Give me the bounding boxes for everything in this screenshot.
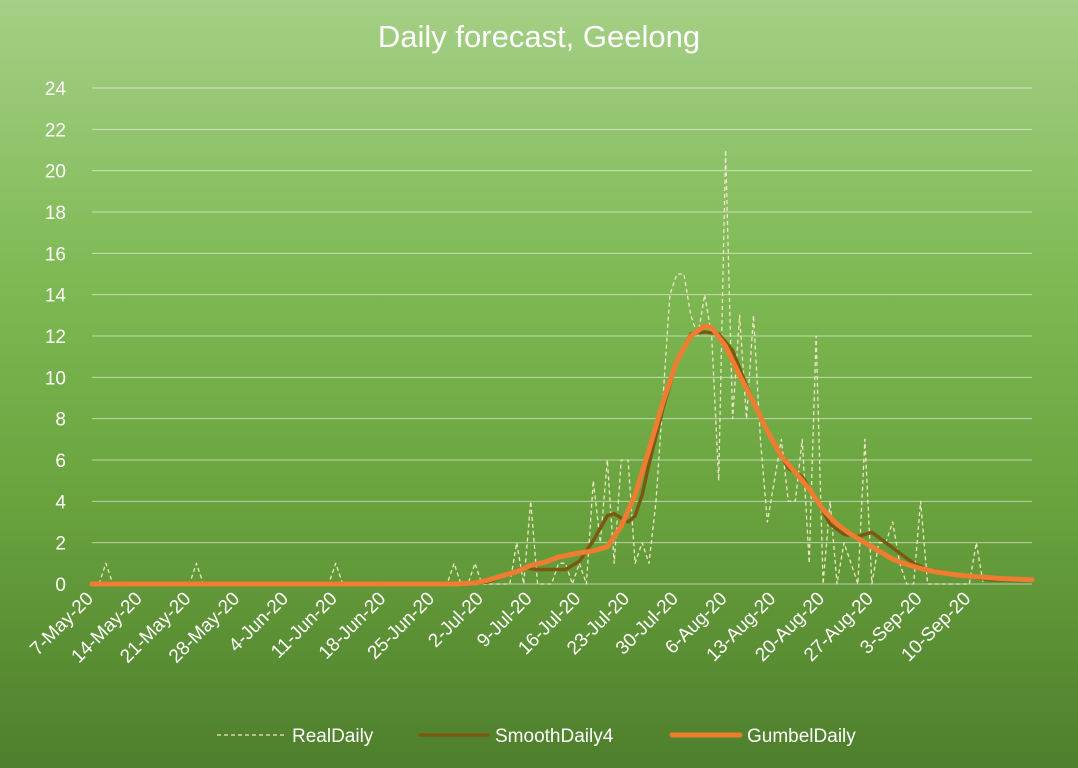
x-axis-ticks: 7-May-2014-May-2021-May-2028-May-204-Jun… — [26, 588, 975, 667]
series-line-3 — [89, 323, 1035, 587]
legend-label-3: GumbelDaily — [747, 726, 856, 747]
y-tick-label: 2 — [55, 534, 66, 555]
y-tick-label: 12 — [45, 327, 66, 348]
y-tick-label: 4 — [55, 492, 66, 513]
chart-title: Daily forecast, Geelong — [378, 19, 700, 54]
y-tick-label: 18 — [45, 203, 66, 224]
plot-area — [89, 149, 1035, 587]
legend-label-2: SmoothDaily4 — [495, 726, 614, 747]
y-tick-label: 14 — [45, 286, 67, 307]
y-tick-label: 6 — [55, 451, 66, 472]
y-tick-label: 16 — [45, 244, 66, 265]
legend-label-1: RealDaily — [292, 726, 374, 747]
series-line-2 — [90, 330, 1034, 586]
legend: RealDaily SmoothDaily4 GumbelDaily — [217, 726, 856, 747]
y-tick-label: 24 — [45, 79, 67, 100]
y-tick-label: 22 — [45, 120, 66, 141]
y-tick-label: 8 — [55, 410, 66, 431]
y-tick-label: 20 — [45, 162, 66, 183]
y-tick-label: 10 — [45, 368, 66, 389]
series-line-1 — [92, 149, 984, 585]
gridlines — [92, 87, 1032, 585]
y-tick-label: 0 — [55, 575, 66, 596]
